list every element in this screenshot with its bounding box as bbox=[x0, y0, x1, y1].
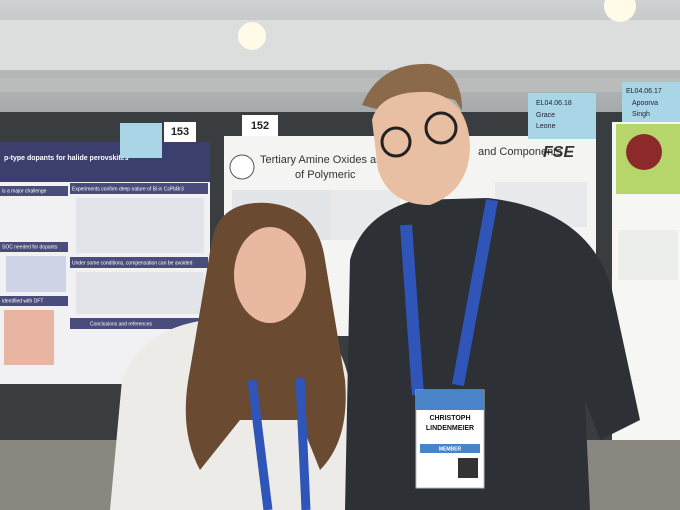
duct bbox=[0, 20, 680, 70]
woman-lanyard bbox=[247, 377, 311, 510]
badge-type: MEMBER bbox=[439, 446, 462, 452]
board-number: 152 bbox=[251, 120, 269, 132]
man-glasses bbox=[380, 126, 412, 158]
poster-section bbox=[70, 183, 208, 194]
poster-section-text: identified with DFT bbox=[2, 298, 43, 304]
sign-name: Grace bbox=[536, 112, 555, 119]
sign bbox=[528, 93, 596, 139]
beam bbox=[0, 78, 680, 92]
poster-section bbox=[0, 242, 68, 252]
poster-title: of Polymeric bbox=[295, 169, 356, 181]
poster-logo bbox=[229, 154, 255, 180]
man-glasses bbox=[424, 111, 458, 145]
sign-name: Leone bbox=[536, 123, 556, 130]
badge-type-bar bbox=[420, 444, 480, 453]
poster-title: and Components bbox=[478, 146, 562, 158]
badge-last-name: LINDENMEIER bbox=[426, 425, 474, 432]
lamp bbox=[238, 22, 266, 50]
man-lanyard bbox=[400, 198, 498, 396]
poster-figure bbox=[6, 256, 66, 292]
poster-logo bbox=[626, 134, 662, 170]
poster-figure bbox=[618, 230, 678, 280]
poster-section-text: Under some conditions, compensation can … bbox=[72, 260, 193, 266]
sign bbox=[120, 123, 162, 158]
sign-code: EL04.06.17 bbox=[626, 88, 662, 95]
poster-section-text: Conclusions and references bbox=[90, 321, 152, 327]
badge-qr bbox=[458, 458, 478, 478]
number-sign bbox=[164, 122, 196, 142]
lamp bbox=[604, 0, 636, 22]
poster-section bbox=[70, 257, 208, 268]
sign-name: Apoorva bbox=[632, 100, 658, 107]
poster-header bbox=[0, 142, 210, 182]
poster-logo-text: FSE bbox=[543, 144, 575, 161]
sign-name: Singh bbox=[632, 111, 650, 118]
poster-section bbox=[70, 318, 208, 329]
sign-code: EL04.06.18 bbox=[536, 100, 572, 107]
board-number: 153 bbox=[171, 126, 189, 138]
poster-section-text: is a major challenge bbox=[2, 188, 47, 194]
poster-section bbox=[0, 186, 68, 196]
badge-first-name: CHRISTOPH bbox=[429, 415, 470, 422]
woman-face bbox=[234, 227, 306, 323]
badge-header bbox=[416, 390, 484, 410]
poster-figure bbox=[76, 198, 204, 253]
number-sign bbox=[242, 115, 278, 137]
man-hair bbox=[362, 63, 462, 110]
poster-title: p-type dopants for halide perovskites bbox=[4, 155, 129, 162]
man-face bbox=[372, 91, 470, 205]
poster-section-text: Experiments confirm deep nature of Bi in… bbox=[72, 186, 184, 192]
poster-section bbox=[0, 296, 68, 306]
poster-figure bbox=[76, 272, 204, 314]
poster-figure bbox=[4, 310, 54, 365]
sign bbox=[622, 82, 680, 122]
poster-section-text: SOC needed for dopants bbox=[2, 244, 58, 250]
